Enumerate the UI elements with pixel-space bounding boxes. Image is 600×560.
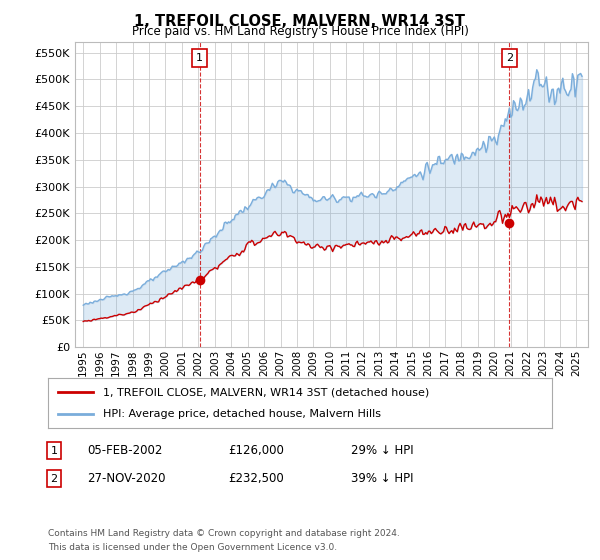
Text: 1, TREFOIL CLOSE, MALVERN, WR14 3ST (detached house): 1, TREFOIL CLOSE, MALVERN, WR14 3ST (det…	[103, 387, 430, 397]
Text: 1: 1	[50, 446, 58, 456]
Text: 1: 1	[196, 53, 203, 63]
Text: 29% ↓ HPI: 29% ↓ HPI	[351, 444, 413, 458]
Text: This data is licensed under the Open Government Licence v3.0.: This data is licensed under the Open Gov…	[48, 543, 337, 552]
Text: 27-NOV-2020: 27-NOV-2020	[87, 472, 166, 486]
Text: Contains HM Land Registry data © Crown copyright and database right 2024.: Contains HM Land Registry data © Crown c…	[48, 529, 400, 538]
Text: Price paid vs. HM Land Registry's House Price Index (HPI): Price paid vs. HM Land Registry's House …	[131, 25, 469, 38]
Text: 05-FEB-2002: 05-FEB-2002	[87, 444, 163, 458]
Text: 39% ↓ HPI: 39% ↓ HPI	[351, 472, 413, 486]
Text: £232,500: £232,500	[228, 472, 284, 486]
Text: 2: 2	[50, 474, 58, 484]
Text: 1, TREFOIL CLOSE, MALVERN, WR14 3ST: 1, TREFOIL CLOSE, MALVERN, WR14 3ST	[134, 14, 466, 29]
Text: HPI: Average price, detached house, Malvern Hills: HPI: Average price, detached house, Malv…	[103, 409, 382, 419]
Text: 2: 2	[506, 53, 513, 63]
Text: £126,000: £126,000	[228, 444, 284, 458]
